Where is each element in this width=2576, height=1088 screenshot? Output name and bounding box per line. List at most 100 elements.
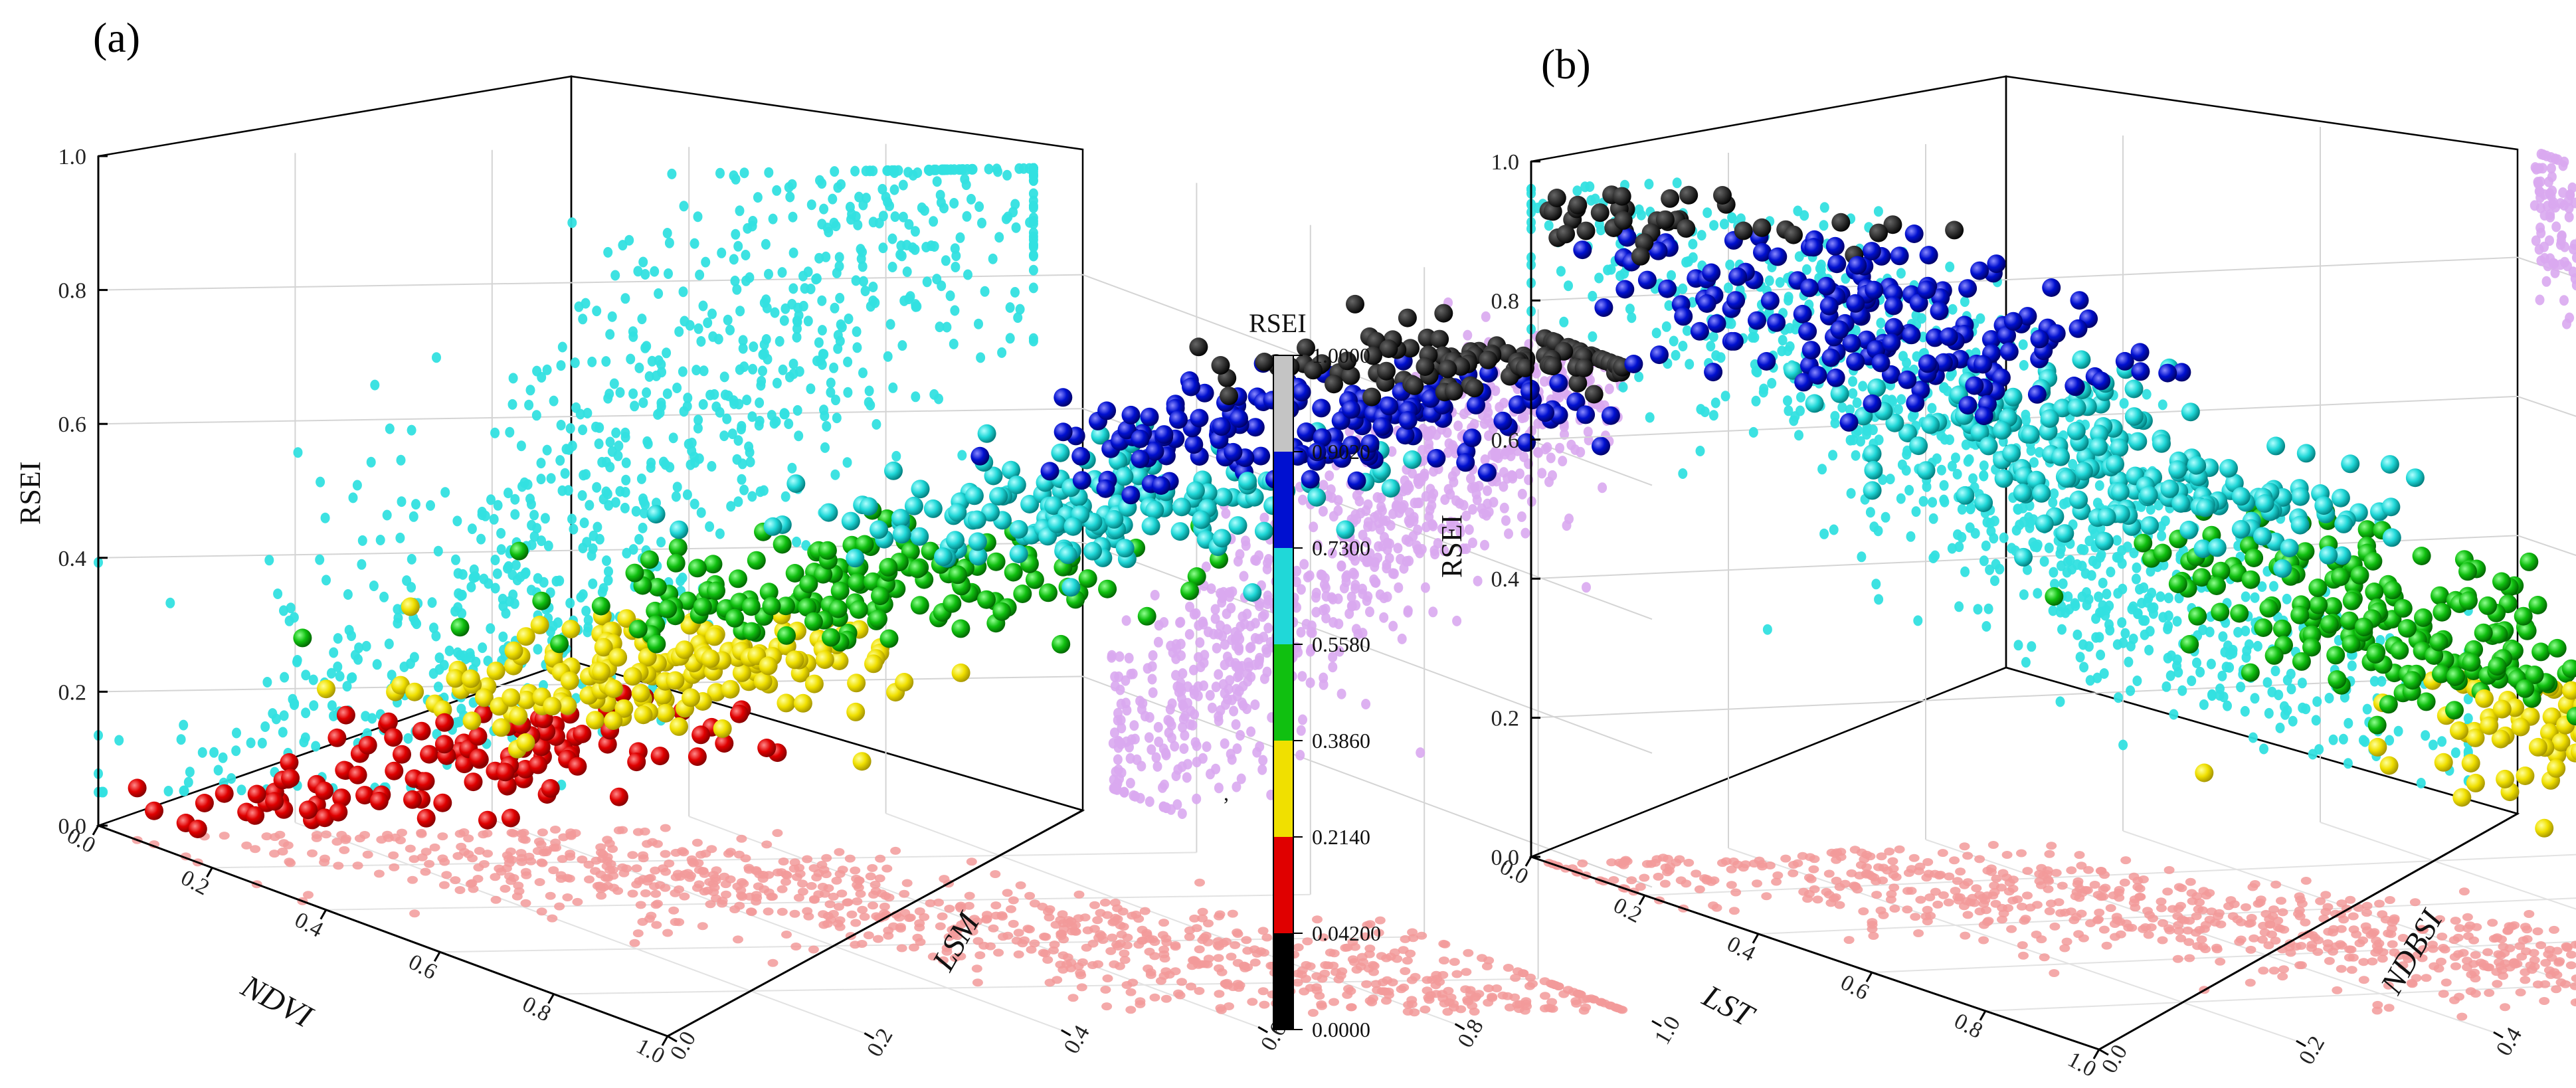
- data-sphere: [707, 581, 725, 600]
- right-wall-projection-point: [1151, 752, 1161, 763]
- left-wall-projection-point: [868, 217, 878, 228]
- left-wall-projection-point: [784, 418, 794, 429]
- data-sphere: [762, 596, 781, 616]
- floor-projection-point: [2518, 936, 2529, 945]
- floor-projection-point: [261, 832, 272, 841]
- floor-projection-point: [1325, 949, 1336, 957]
- floor-projection-point: [1301, 960, 1312, 969]
- data-sphere: [329, 802, 348, 822]
- floor-projection-point: [2353, 903, 2364, 912]
- right-wall-projection-point: [1559, 421, 1569, 432]
- floor-projection-point: [1065, 917, 1077, 925]
- left-wall-projection-point: [496, 527, 506, 539]
- left-wall-projection-point: [730, 276, 740, 286]
- floor-projection-point: [1410, 972, 1421, 981]
- floor-projection-point: [1839, 879, 1851, 888]
- floor-projection-point: [2565, 961, 2576, 970]
- right-wall-projection-point: [1461, 510, 1471, 521]
- y-tick: [1257, 1026, 1268, 1034]
- right-wall-projection-point: [1439, 545, 1449, 557]
- floor-projection-point: [1149, 993, 1160, 1002]
- left-wall-projection-point: [695, 269, 705, 280]
- floor-projection-point: [2156, 904, 2167, 913]
- y-tick: [1061, 1029, 1071, 1037]
- right-wall-projection-point: [1386, 520, 1396, 531]
- right-wall-projection-point: [1262, 647, 1272, 658]
- right-wall-projection-point: [1570, 444, 1580, 455]
- left-wall-projection-point: [667, 168, 677, 179]
- floor-projection-point: [2561, 942, 2572, 951]
- data-sphere: [474, 688, 494, 707]
- left-wall-projection-point: [1896, 268, 1906, 279]
- left-wall-projection-point: [852, 342, 862, 353]
- floor-projection-point: [1191, 924, 1202, 933]
- left-wall-projection-point: [385, 423, 395, 434]
- left-wall-projection-point: [806, 383, 816, 395]
- left-wall-projection-point: [505, 426, 515, 438]
- floor-projection-point: [2163, 865, 2175, 874]
- right-wall-projection-point: [1255, 741, 1265, 753]
- floor-projection-point: [652, 840, 663, 848]
- floor-projection-point: [1402, 956, 1413, 965]
- data-sphere: [830, 652, 849, 670]
- floor-projection-point: [2427, 945, 2438, 953]
- left-wall-projection-point: [320, 512, 330, 523]
- floor-projection-point: [555, 871, 567, 879]
- floor-projection-point: [2215, 920, 2227, 929]
- data-sphere: [846, 549, 865, 568]
- floor-projection-point: [1026, 945, 1037, 954]
- data-sphere: [986, 552, 1006, 571]
- right-wall-projection-point: [1292, 565, 1302, 577]
- right-wall-projection-point: [1327, 547, 1337, 559]
- floor-projection-point: [1048, 946, 1059, 954]
- right-wall-projection-point: [1178, 722, 1188, 733]
- floor-projection-point: [2076, 861, 2087, 870]
- floor-projection-point: [1176, 978, 1187, 986]
- floor-projection-point: [859, 913, 870, 921]
- left-wall-projection-point: [316, 476, 325, 488]
- floor-projection-point: [608, 883, 619, 892]
- floor-projection-point: [490, 873, 501, 881]
- floor-projection-point: [988, 924, 999, 933]
- floor-projection-point: [1938, 891, 1949, 899]
- data-sphere: [785, 564, 804, 583]
- data-sphere: [1338, 351, 1357, 371]
- left-wall-projection-point: [2270, 666, 2280, 677]
- left-wall-projection-point: [570, 357, 580, 369]
- floor-projection-point: [303, 891, 314, 899]
- right-wall-projection-point: [1333, 505, 1343, 516]
- left-wall-projection-point: [931, 164, 941, 175]
- floor-projection-point: [1232, 958, 1243, 967]
- floor-projection-point: [2253, 899, 2264, 908]
- left-wall-projection-point: [260, 721, 270, 732]
- left-wall-projection-point: [781, 491, 790, 502]
- left-wall-projection-point: [684, 438, 693, 450]
- left-wall-projection-point: [527, 519, 537, 531]
- right-wall-projection-point: [1405, 507, 1415, 518]
- data-sphere: [1054, 422, 1073, 442]
- right-wall-projection-point: [1365, 606, 1374, 618]
- right-wall-projection-point: [1165, 703, 1175, 715]
- panel-a-spheres: [128, 294, 1632, 838]
- right-wall-projection-point: [1307, 627, 1317, 638]
- right-wall-projection-point: [1531, 367, 1541, 379]
- floor-projection-point: [1873, 863, 1884, 871]
- data-sphere: [403, 790, 422, 809]
- right-wall-projection-point: [1558, 456, 1568, 467]
- data-sphere: [1326, 440, 1345, 459]
- floor-projection-point: [2491, 934, 2502, 943]
- z-tick-label: 0.8: [58, 279, 87, 304]
- left-wall-projection-point: [759, 348, 769, 359]
- left-wall-projection-point: [775, 335, 784, 347]
- left-wall-projection-point: [737, 420, 747, 432]
- right-wall-projection-point: [1125, 753, 1135, 764]
- left-wall-projection-point: [643, 438, 653, 450]
- data-sphere: [904, 496, 923, 515]
- left-wall-projection-point: [581, 605, 591, 616]
- floor-projection-point: [1116, 930, 1127, 939]
- floor-projection-point: [2539, 997, 2550, 1005]
- left-wall-projection-point: [639, 507, 649, 519]
- left-wall-projection-point: [744, 441, 754, 452]
- floor-projection-point: [875, 854, 886, 863]
- floor-projection-point: [2520, 976, 2531, 984]
